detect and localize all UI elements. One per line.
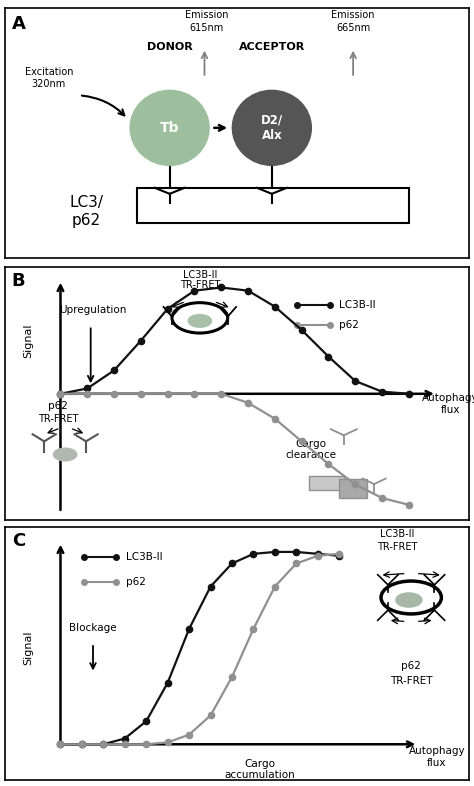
Circle shape bbox=[396, 593, 422, 607]
Ellipse shape bbox=[232, 90, 311, 165]
Text: Excitation
320nm: Excitation 320nm bbox=[25, 67, 73, 89]
Text: TR-FRET: TR-FRET bbox=[38, 414, 78, 424]
Bar bbox=[309, 476, 344, 490]
Text: p62: p62 bbox=[48, 402, 68, 411]
Text: DONOR: DONOR bbox=[147, 42, 192, 52]
Text: LC3/
p62: LC3/ p62 bbox=[69, 196, 103, 228]
Text: LC3B-II: LC3B-II bbox=[182, 270, 217, 280]
Text: Emission
615nm: Emission 615nm bbox=[185, 10, 228, 33]
Text: Signal: Signal bbox=[23, 631, 33, 666]
Text: LC3B-II: LC3B-II bbox=[380, 529, 414, 539]
Text: Signal: Signal bbox=[23, 323, 33, 358]
Circle shape bbox=[188, 314, 211, 327]
FancyBboxPatch shape bbox=[137, 188, 409, 222]
Text: Blockage: Blockage bbox=[69, 623, 117, 633]
Text: Emission
665nm: Emission 665nm bbox=[331, 10, 375, 33]
Text: p62: p62 bbox=[401, 661, 421, 670]
Text: C: C bbox=[12, 531, 25, 549]
Circle shape bbox=[54, 448, 77, 461]
Text: p62: p62 bbox=[126, 577, 146, 587]
Ellipse shape bbox=[130, 90, 209, 165]
Text: B: B bbox=[12, 272, 25, 290]
Text: Cargo
clearance: Cargo clearance bbox=[286, 439, 337, 461]
Text: Autophagy
flux: Autophagy flux bbox=[422, 393, 474, 415]
Text: Cargo
accumulation: Cargo accumulation bbox=[225, 758, 296, 780]
Text: A: A bbox=[12, 16, 26, 33]
Text: D2/
Alx: D2/ Alx bbox=[261, 114, 283, 141]
Text: Tb: Tb bbox=[160, 121, 179, 135]
Text: TR-FRET: TR-FRET bbox=[377, 542, 418, 552]
Text: TR-FRET: TR-FRET bbox=[180, 280, 220, 290]
Bar bbox=[339, 479, 367, 498]
Text: LC3B-II: LC3B-II bbox=[339, 300, 376, 310]
Text: LC3B-II: LC3B-II bbox=[126, 552, 162, 562]
Text: p62: p62 bbox=[339, 321, 359, 330]
Text: ACCEPTOR: ACCEPTOR bbox=[239, 42, 305, 52]
Text: Autophagy
flux: Autophagy flux bbox=[409, 746, 465, 768]
Text: TR-FRET: TR-FRET bbox=[390, 676, 432, 686]
Text: Upregulation: Upregulation bbox=[59, 305, 127, 315]
